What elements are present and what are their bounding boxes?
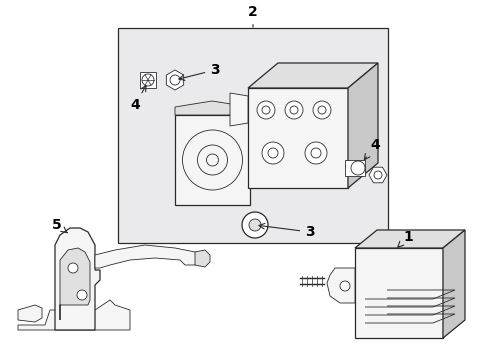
- Text: 2: 2: [247, 5, 257, 27]
- Polygon shape: [368, 167, 386, 183]
- Polygon shape: [18, 295, 130, 330]
- Circle shape: [77, 290, 87, 300]
- Polygon shape: [175, 101, 249, 115]
- Bar: [354, 248, 442, 338]
- Circle shape: [305, 142, 326, 164]
- Bar: [247, 88, 347, 188]
- Bar: [175, 115, 249, 205]
- Text: 4: 4: [364, 138, 379, 160]
- Polygon shape: [60, 248, 90, 320]
- Circle shape: [285, 101, 303, 119]
- Polygon shape: [326, 268, 354, 303]
- Bar: [345, 160, 364, 176]
- Polygon shape: [18, 305, 42, 322]
- Text: 5: 5: [52, 218, 67, 233]
- Circle shape: [339, 281, 349, 291]
- Polygon shape: [229, 93, 247, 126]
- Circle shape: [257, 101, 274, 119]
- Polygon shape: [354, 230, 464, 248]
- Circle shape: [248, 219, 261, 231]
- Text: 3: 3: [179, 63, 220, 80]
- Circle shape: [312, 101, 330, 119]
- Bar: [118, 28, 387, 243]
- Polygon shape: [195, 250, 209, 267]
- Polygon shape: [247, 63, 377, 88]
- Polygon shape: [95, 245, 200, 268]
- Bar: [140, 72, 156, 88]
- Circle shape: [68, 263, 78, 273]
- Text: 1: 1: [397, 230, 412, 247]
- Text: 4: 4: [130, 86, 146, 112]
- Polygon shape: [55, 228, 100, 330]
- Circle shape: [242, 212, 267, 238]
- Polygon shape: [442, 230, 464, 338]
- Circle shape: [262, 142, 284, 164]
- Circle shape: [350, 161, 364, 175]
- Text: 3: 3: [259, 224, 314, 239]
- Polygon shape: [166, 70, 183, 90]
- Polygon shape: [347, 63, 377, 188]
